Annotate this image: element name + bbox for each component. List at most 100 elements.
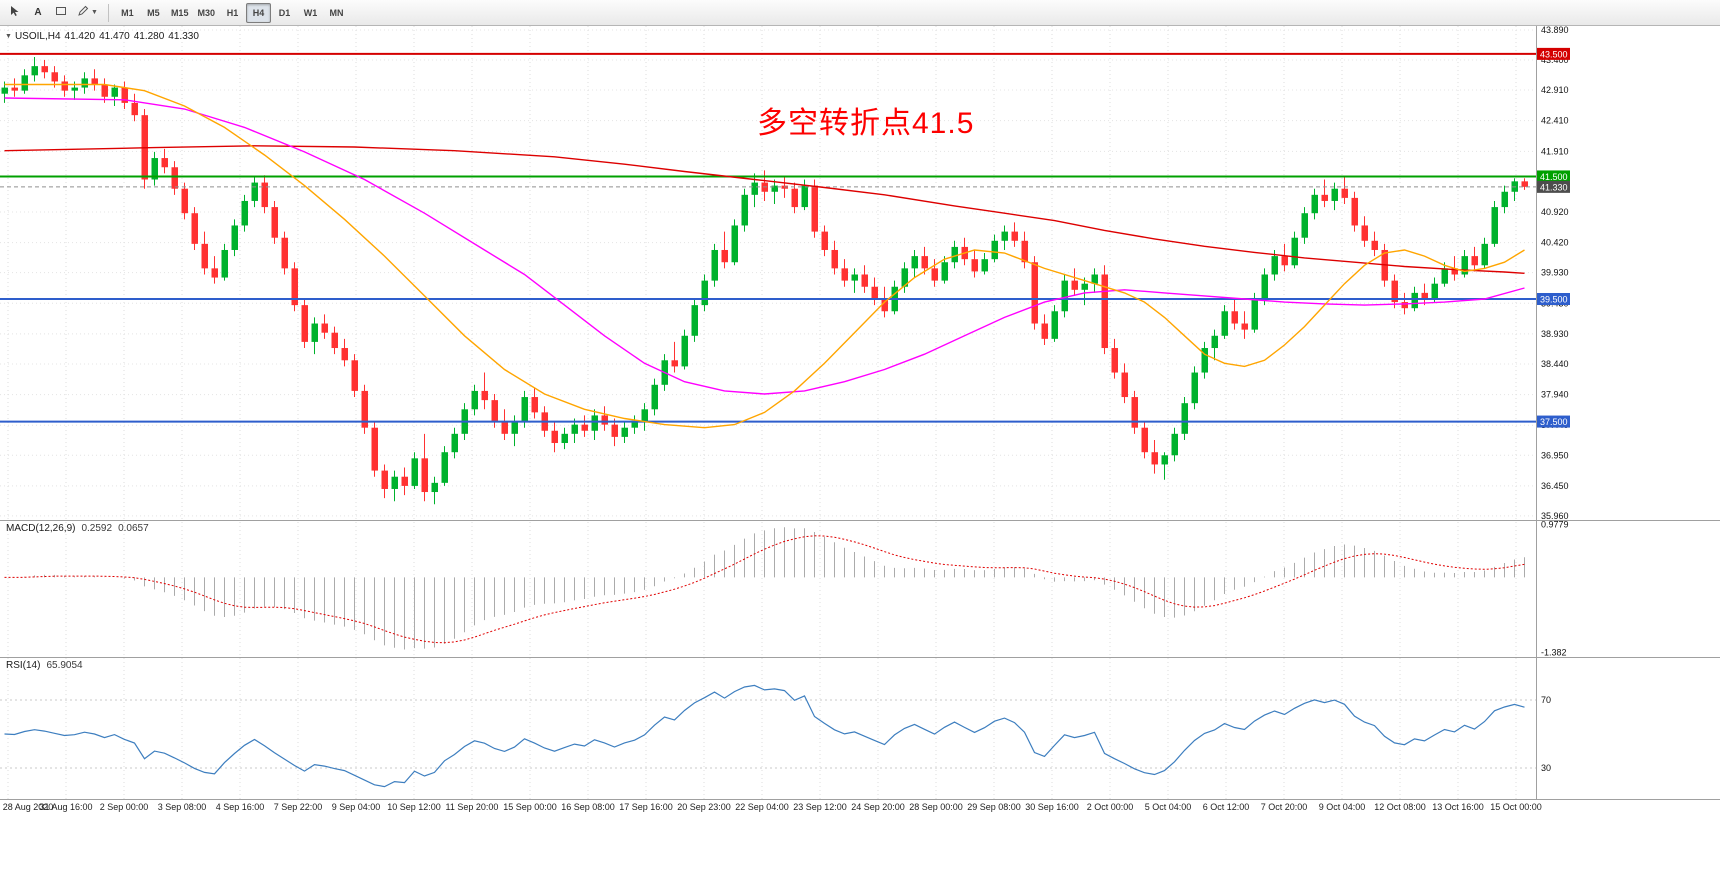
timeframe-button-m15[interactable]: M15 — [167, 3, 193, 23]
svg-text:12 Oct 08:00: 12 Oct 08:00 — [1374, 802, 1426, 812]
svg-text:22 Sep 04:00: 22 Sep 04:00 — [735, 802, 789, 812]
svg-text:37.940: 37.940 — [1541, 390, 1569, 400]
rsi-panel — [0, 684, 1536, 788]
text-tool-label: A — [34, 7, 42, 18]
macd-signal-line — [4, 535, 1525, 644]
svg-text:36.450: 36.450 — [1541, 481, 1569, 491]
svg-text:40.920: 40.920 — [1541, 207, 1569, 217]
svg-text:40.420: 40.420 — [1541, 238, 1569, 248]
svg-text:15 Sep 00:00: 15 Sep 00:00 — [503, 802, 557, 812]
svg-text:43.400: 43.400 — [1541, 55, 1569, 65]
rsi-name: RSI(14) — [6, 660, 41, 671]
pencil-icon — [77, 5, 89, 20]
shape-icon — [55, 5, 67, 20]
timeframe-button-mn[interactable]: MN — [324, 3, 349, 23]
price-axis[interactable]: 43.890 43.400 42.910 42.410 41.910 40.920 40.4… — [1541, 25, 1569, 773]
toolbar: A ▼ M1 M5 M15 M30 H1 H4 D1 W1 MN — [0, 0, 1720, 26]
ohlc-open: 41.420 — [64, 31, 96, 42]
moving-averages-layer — [4, 83, 1525, 429]
cursor-icon — [9, 5, 21, 20]
shape-tool-button[interactable] — [50, 3, 72, 23]
svg-text:43.890: 43.890 — [1541, 25, 1569, 35]
svg-text:31 Aug 16:00: 31 Aug 16:00 — [39, 802, 92, 812]
timeframe-button-m30[interactable]: M30 — [193, 3, 219, 23]
svg-text:17 Sep 16:00: 17 Sep 16:00 — [619, 802, 673, 812]
svg-text:28 Aug 2020: 28 Aug 2020 — [3, 802, 54, 812]
price-label-37.500: 37.500 — [1537, 415, 1570, 428]
timeframe-button-w1[interactable]: W1 — [298, 3, 323, 23]
svg-text:41.500: 41.500 — [1540, 172, 1568, 182]
svg-text:3 Sep 08:00: 3 Sep 08:00 — [158, 802, 207, 812]
rsi-indicator-label: RSI(14) 65.9054 — [6, 660, 83, 671]
svg-text:23 Sep 12:00: 23 Sep 12:00 — [793, 802, 847, 812]
ma-fast-orange — [4, 83, 1525, 429]
ma-mid-magenta — [4, 97, 1525, 395]
svg-text:11 Sep 20:00: 11 Sep 20:00 — [446, 802, 499, 812]
svg-text:9 Oct 04:00: 9 Oct 04:00 — [1319, 802, 1366, 812]
cursor-tool-button[interactable] — [4, 3, 26, 23]
svg-text:42.410: 42.410 — [1541, 116, 1569, 126]
macd-name: MACD(12,26,9) — [6, 523, 76, 534]
grid-layer — [0, 26, 1536, 799]
svg-text:10 Sep 12:00: 10 Sep 12:00 — [387, 802, 441, 812]
svg-text:6 Oct 12:00: 6 Oct 12:00 — [1203, 802, 1250, 812]
svg-text:4 Sep 16:00: 4 Sep 16:00 — [216, 802, 265, 812]
rsi-line — [4, 684, 1525, 788]
svg-text:35.960: 35.960 — [1541, 511, 1569, 521]
ohlc-high: 41.470 — [99, 31, 130, 42]
svg-text:-1.382: -1.382 — [1541, 647, 1567, 657]
collapse-symbol-icon[interactable]: ▼ — [5, 33, 12, 40]
price-label-41.330: 41.330 — [1537, 180, 1570, 193]
symbol-info: ▼ USOIL,H4 41.420 41.470 41.280 41.330 — [5, 31, 199, 42]
candles-layer — [1, 56, 1528, 505]
price-label-43.500: 43.500 — [1537, 47, 1570, 60]
text-tool-button[interactable]: A — [27, 3, 49, 23]
rsi-value: 65.9054 — [46, 660, 83, 671]
timeframe-button-m1[interactable]: M1 — [115, 3, 140, 23]
ma-slow-red — [4, 145, 1525, 274]
drawing-tools-dropdown[interactable]: ▼ — [73, 3, 102, 23]
svg-text:0.9779: 0.9779 — [1541, 519, 1569, 529]
svg-text:7 Oct 20:00: 7 Oct 20:00 — [1261, 802, 1308, 812]
chevron-down-icon: ▼ — [91, 9, 98, 16]
svg-text:16 Sep 08:00: 16 Sep 08:00 — [561, 802, 615, 812]
timeframe-button-h1[interactable]: H1 — [220, 3, 245, 23]
timeframe-button-m5[interactable]: M5 — [141, 3, 166, 23]
svg-text:42.910: 42.910 — [1541, 85, 1569, 95]
svg-text:15 Oct 00:00: 15 Oct 00:00 — [1490, 802, 1542, 812]
svg-text:24 Sep 20:00: 24 Sep 20:00 — [851, 802, 905, 812]
svg-text:39.500: 39.500 — [1540, 295, 1568, 305]
price-label-41.500: 41.500 — [1537, 170, 1570, 183]
price-lines-layer[interactable] — [0, 52, 1536, 423]
svg-text:9 Sep 04:00: 9 Sep 04:00 — [332, 802, 381, 812]
symbol-name: USOIL,H4 — [14, 31, 61, 42]
svg-text:38.440: 38.440 — [1541, 359, 1569, 369]
svg-text:36.950: 36.950 — [1541, 450, 1569, 460]
svg-text:70: 70 — [1541, 695, 1551, 705]
price-label-39.500: 39.500 — [1537, 293, 1570, 306]
svg-text:39.930: 39.930 — [1541, 268, 1569, 278]
svg-text:20 Sep 23:00: 20 Sep 23:00 — [677, 802, 731, 812]
svg-text:13 Oct 16:00: 13 Oct 16:00 — [1432, 802, 1484, 812]
ohlc-close: 41.330 — [168, 31, 199, 42]
svg-text:41.910: 41.910 — [1541, 146, 1569, 156]
svg-text:30 Sep 16:00: 30 Sep 16:00 — [1025, 802, 1079, 812]
chart-annotation: 多空转折点41.5 — [757, 107, 975, 140]
macd-value-signal: 0.0657 — [118, 523, 149, 534]
svg-text:30: 30 — [1541, 763, 1551, 773]
svg-text:2 Sep 00:00: 2 Sep 00:00 — [100, 802, 149, 812]
svg-text:2 Oct 00:00: 2 Oct 00:00 — [1087, 802, 1134, 812]
timeframe-button-h4[interactable]: H4 — [245, 2, 271, 23]
timeframe-group: M1 M5 M15 M30 H1 H4 D1 W1 MN — [115, 2, 349, 23]
macd-panel — [4, 527, 1525, 650]
macd-value-main: 0.2592 — [81, 523, 113, 534]
svg-text:41.330: 41.330 — [1540, 182, 1568, 192]
svg-text:7 Sep 22:00: 7 Sep 22:00 — [274, 802, 323, 812]
svg-text:28 Sep 00:00: 28 Sep 00:00 — [909, 802, 963, 812]
svg-text:5 Oct 04:00: 5 Oct 04:00 — [1145, 802, 1192, 812]
timeframe-button-d1[interactable]: D1 — [272, 3, 297, 23]
ohlc-low: 41.280 — [133, 31, 165, 42]
